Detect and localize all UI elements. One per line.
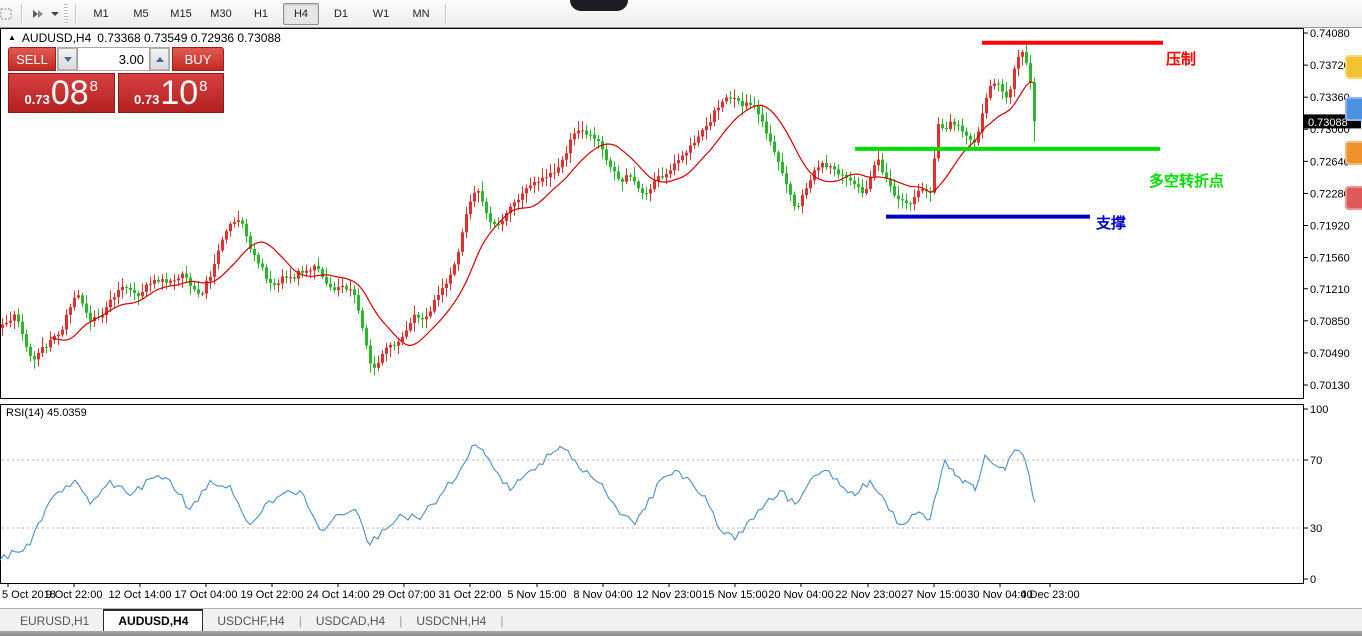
chart-title: ▲ AUDUSD,H4 0.73368 0.73549 0.72936 0.73… [8,31,281,45]
buy-price-prefix: 0.73 [134,91,160,107]
chart-tab-audusd-h4[interactable]: AUDUSD,H4 [103,609,204,632]
time-axis-label: 31 Oct 22:00 [439,589,502,601]
chart-tab-usdchf-h4[interactable]: USDCHF,H4 [217,613,285,628]
triangle-down-icon [63,56,72,62]
chart-tab-usdcad-h4[interactable]: USDCAD,H4 [315,613,386,628]
app-icon-blue[interactable] [1345,97,1362,121]
top-toolbar: M1 M5 M15 M30 H1 H4 D1 W1 MN [0,0,1362,28]
time-axis-label: 29 Oct 07:00 [373,589,436,601]
volume-input[interactable]: 3.00 [77,48,150,70]
tab-separator: | [500,613,504,628]
sell-price-tile[interactable]: 0.73 08 8 [8,73,115,113]
sell-price-big: 08 [50,74,89,112]
app-icon-redblue[interactable] [1345,186,1362,210]
chart-ohlc: 0.73368 0.73549 0.72936 0.73088 [97,31,281,45]
buy-button[interactable]: BUY [172,47,224,71]
resistance-label: 压制 [1166,51,1197,68]
volume-spinner: 3.00 [57,47,170,71]
timeframe-button-m30[interactable]: M30 [210,7,232,20]
price-axis-label: 0.71920 [1310,220,1350,232]
timeframe-button-h4[interactable]: H4 [283,2,319,25]
price-axis-label: 0.72280 [1310,188,1350,200]
sell-button[interactable]: SELL [8,47,56,71]
price-axis-label: 0.73720 [1310,60,1350,72]
price-axis-label: 0.70490 [1310,348,1350,360]
time-axis-label: 19 Oct 22:00 [241,589,304,601]
volume-increase-button[interactable] [150,48,169,70]
volume-decrease-button[interactable] [58,48,77,70]
rsi-axis-label: 0 [1310,574,1316,586]
time-axis-label: 12 Nov 23:00 [636,589,701,601]
chart-tab-bar: EURUSD,H1 AUDUSD,H4 USDCHF,H4 | USDCAD,H4 | US… [0,608,1362,632]
sell-price-pip: 8 [89,77,98,95]
chart-symbol: AUDUSD,H4 [21,31,92,45]
timeframe-button-h1[interactable]: H1 [253,7,269,20]
time-axis-label: 20 Nov 04:00 [768,589,833,601]
price-axis-label: 0.74080 [1310,28,1350,40]
collapse-quote-icon[interactable]: ▲ [8,33,16,42]
time-axis-label: 15 Nov 15:00 [702,589,767,601]
time-axis-label: 5 Nov 15:00 [507,589,566,601]
time-axis-label: 30 Nov 04:00 [967,589,1032,601]
price-axis-label: 0.71210 [1310,284,1350,296]
toolbar-separator [445,3,447,24]
timeframe-button-w1[interactable]: W1 [372,7,390,20]
taskbar-strip [0,631,1362,636]
app-icon-orange[interactable] [1345,141,1362,165]
sell-price-prefix: 0.73 [24,91,50,107]
time-axis-label: 4 Dec 23:00 [1020,589,1079,601]
time-axis-label: 22 Nov 23:00 [835,589,900,601]
time-axis-label: 5 Oct 2018 [2,589,56,601]
screen-notch [570,0,628,11]
time-axis-label: 9 Oct 22:00 [46,589,103,601]
buy-price-tile[interactable]: 0.73 10 8 [117,73,224,113]
time-axis-label: 12 Oct 14:00 [109,589,172,601]
chart-tab-usdcnh-h4[interactable]: USDCNH,H4 [416,613,487,628]
tab-separator: | [399,613,403,628]
time-axis-label: 24 Oct 14:00 [307,589,370,601]
price-axis-label: 0.70850 [1310,316,1350,328]
timeframe-button-d1[interactable]: D1 [333,7,349,20]
timeframe-button-m15[interactable]: M15 [170,7,192,20]
tab-separator: | [298,613,302,628]
rsi-indicator-label: RSI(14) 45.0359 [6,407,87,419]
chart-shift-icon[interactable] [0,5,16,23]
one-click-trading-panel: SELL 3.00 BUY 0.73 08 8 0.73 10 8 [8,47,224,113]
toolbar-separator [75,3,77,24]
rsi-axis-label: 100 [1310,404,1328,416]
chevron-down-icon[interactable] [50,5,60,23]
auto-scroll-icon[interactable] [28,5,48,23]
current-price-tag: 0.73088 [1308,117,1348,129]
rsi-axis-label: 70 [1310,455,1322,467]
price-axis-label: 0.71560 [1310,253,1350,265]
support-label: 支撑 [1096,215,1127,232]
timeframe-button-m1[interactable]: M1 [93,7,109,20]
price-axis-label: 0.70130 [1310,380,1350,392]
pivot-label: 多空转折点 [1149,173,1225,190]
time-axis-label: 17 Oct 04:00 [175,589,238,601]
toolbar-grip [64,3,68,24]
timeframe-button-m5[interactable]: M5 [133,7,149,20]
rsi-axis-label: 30 [1310,523,1322,535]
triangle-up-icon [155,56,164,62]
buy-price-big: 10 [160,74,199,112]
price-axis-label: 0.73360 [1310,92,1350,104]
price-axis-label: 0.72640 [1310,156,1350,168]
timeframe-button-mn[interactable]: MN [412,7,430,20]
buy-price-pip: 8 [199,77,208,95]
time-axis-label: 27 Nov 15:00 [901,589,966,601]
time-axis-label: 8 Nov 04:00 [573,589,632,601]
app-icon-yellow[interactable] [1345,55,1362,79]
toolbar-separator [21,3,23,24]
chart-tab-eurusd-h1[interactable]: EURUSD,H1 [20,613,90,628]
